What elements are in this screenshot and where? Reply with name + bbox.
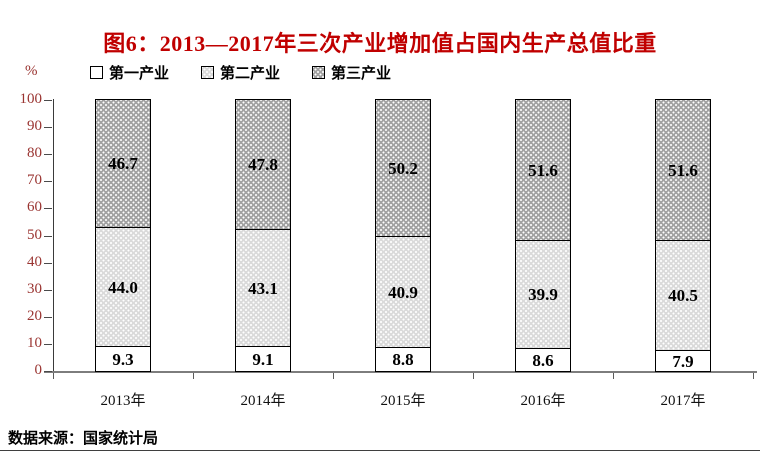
stacked-bar: 47.8 43.1 9.1: [235, 99, 291, 372]
x-axis-tick: [53, 373, 54, 379]
chart-title: 图6：2013—2017年三次产业增加值占国内生产总值比重: [103, 31, 657, 56]
y-axis-tick-label: 80: [27, 145, 42, 161]
data-label: 39.9: [528, 285, 558, 304]
legend-item: 第三产业: [312, 62, 391, 83]
bar-segment: 39.9: [516, 240, 570, 348]
source-note: 数据来源：国家统计局: [8, 430, 159, 447]
data-label: 51.6: [528, 160, 558, 180]
x-axis-category-label: 2015年: [380, 393, 426, 409]
bar-segment: 40.9: [376, 236, 430, 347]
bar-segment: 8.6: [516, 348, 570, 371]
y-axis-tick-label: 40: [27, 254, 42, 270]
bar-segment: 7.9: [656, 350, 710, 371]
bar-segment: 51.6: [656, 100, 710, 240]
y-axis-tick-label: 90: [27, 118, 42, 134]
x-axis-category-label: 2017年: [660, 393, 706, 409]
y-axis-tick: [44, 127, 52, 128]
x-axis-tick: [473, 373, 474, 379]
data-label: 51.6: [668, 160, 698, 180]
y-axis-tick-label: 30: [27, 281, 42, 297]
y-axis-line: [53, 99, 54, 372]
legend-item: 第一产业: [90, 62, 169, 83]
bottom-divider: [0, 450, 760, 451]
data-label: 9.1: [252, 349, 274, 369]
bar-segment: 46.7: [96, 100, 150, 227]
legend-label: 第二产业: [220, 65, 281, 82]
bar-segment: 40.5: [656, 240, 710, 350]
data-label: 8.6: [532, 350, 554, 370]
y-axis-tick-label: 60: [27, 199, 42, 215]
data-label: 43.1: [248, 278, 278, 298]
legend-item: 第二产业: [201, 62, 280, 83]
data-label: 47.8: [248, 155, 278, 174]
y-axis-tick: [44, 236, 52, 237]
bar-segment: 51.6: [516, 100, 570, 240]
y-axis-tick: [44, 263, 52, 264]
stacked-bar: 46.7 44.0 9.3: [95, 99, 151, 372]
bar-segment: 9.1: [236, 346, 290, 371]
y-axis-tick: [44, 100, 52, 101]
bar-segment: 50.2: [376, 100, 430, 236]
data-label: 46.7: [108, 154, 138, 173]
data-label: 40.9: [388, 282, 418, 302]
legend-label: 第一产业: [109, 65, 170, 82]
x-axis-category-label: 2014年: [240, 393, 286, 409]
bar-segment: 8.8: [376, 347, 430, 371]
y-axis-unit-label: %: [25, 63, 38, 79]
bar-segment: 44.0: [96, 227, 150, 346]
bar-segment: 9.3: [96, 346, 150, 371]
legend: 第一产业 第二产业 第三产业: [90, 62, 391, 83]
y-axis-tick: [44, 208, 52, 209]
y-axis-tick-label: 70: [27, 172, 42, 188]
y-axis-tick-label: 100: [19, 91, 43, 107]
legend-swatch-icon: [312, 66, 326, 79]
y-axis-tick: [44, 371, 52, 372]
y-axis-tick-label: 10: [27, 335, 42, 351]
y-axis-tick-label: 50: [27, 227, 42, 243]
bar-segment: 47.8: [236, 100, 290, 229]
y-axis-tick: [44, 154, 52, 155]
data-label: 50.2: [388, 158, 418, 178]
stacked-bar: 51.6 40.5 7.9: [655, 99, 711, 372]
stacked-bar: 50.2 40.9 8.8: [375, 99, 431, 372]
y-axis-tick-label: 20: [27, 308, 42, 324]
y-axis-tick: [44, 317, 52, 318]
data-label: 7.9: [672, 351, 694, 371]
y-axis-tick: [44, 290, 52, 291]
x-axis-category-label: 2013年: [100, 393, 146, 409]
x-axis-tick: [613, 373, 614, 379]
stacked-bar: 51.6 39.9 8.6: [515, 99, 571, 372]
y-axis-tick: [44, 344, 52, 345]
x-axis-tick: [753, 373, 754, 379]
x-axis-tick: [333, 373, 334, 379]
data-label: 9.3: [112, 349, 134, 369]
x-axis-tick: [193, 373, 194, 379]
data-label: 8.8: [392, 350, 414, 369]
legend-label: 第三产业: [331, 65, 392, 82]
y-axis-tick-label: 0: [34, 362, 43, 378]
data-label: 40.5: [668, 286, 698, 305]
bar-segment: 43.1: [236, 229, 290, 346]
legend-swatch-icon: [201, 66, 215, 79]
x-axis-category-label: 2016年: [520, 393, 566, 409]
data-label: 44.0: [108, 277, 138, 297]
y-axis-tick: [44, 181, 52, 182]
legend-swatch-icon: [90, 66, 103, 79]
x-axis-line: [44, 371, 757, 373]
